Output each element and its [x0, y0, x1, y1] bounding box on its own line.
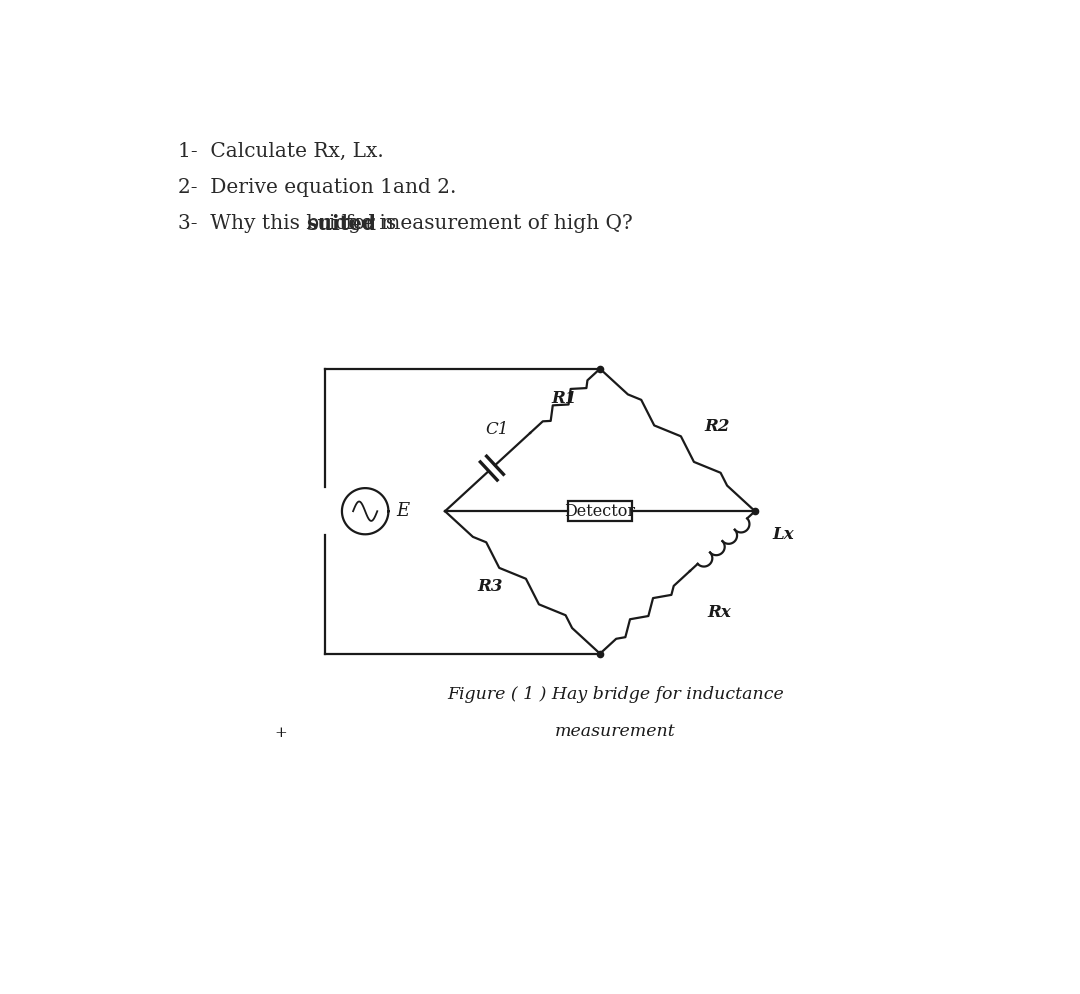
Text: +: +: [274, 726, 287, 741]
Text: Detector: Detector: [565, 503, 635, 520]
Text: Rx: Rx: [707, 603, 731, 621]
Text: Figure ( 1 ) Hay bridge for inductance: Figure ( 1 ) Hay bridge for inductance: [447, 686, 784, 703]
Text: measurement: measurement: [555, 723, 676, 740]
Text: R1: R1: [551, 390, 577, 407]
Text: for measurement of high Q?: for measurement of high Q?: [339, 214, 633, 233]
Text: suited: suited: [306, 214, 376, 234]
Text: 3-  Why this bridge is: 3- Why this bridge is: [177, 214, 402, 233]
Text: R3: R3: [477, 578, 503, 594]
Text: Lx: Lx: [772, 527, 794, 544]
Text: R2: R2: [704, 417, 730, 434]
Text: C1: C1: [485, 420, 509, 437]
Text: 2-  Derive equation 1and 2.: 2- Derive equation 1and 2.: [177, 178, 456, 197]
Bar: [568, 501, 632, 521]
Text: 1-  Calculate Rx, Lx.: 1- Calculate Rx, Lx.: [177, 141, 383, 161]
Text: E: E: [396, 502, 409, 520]
